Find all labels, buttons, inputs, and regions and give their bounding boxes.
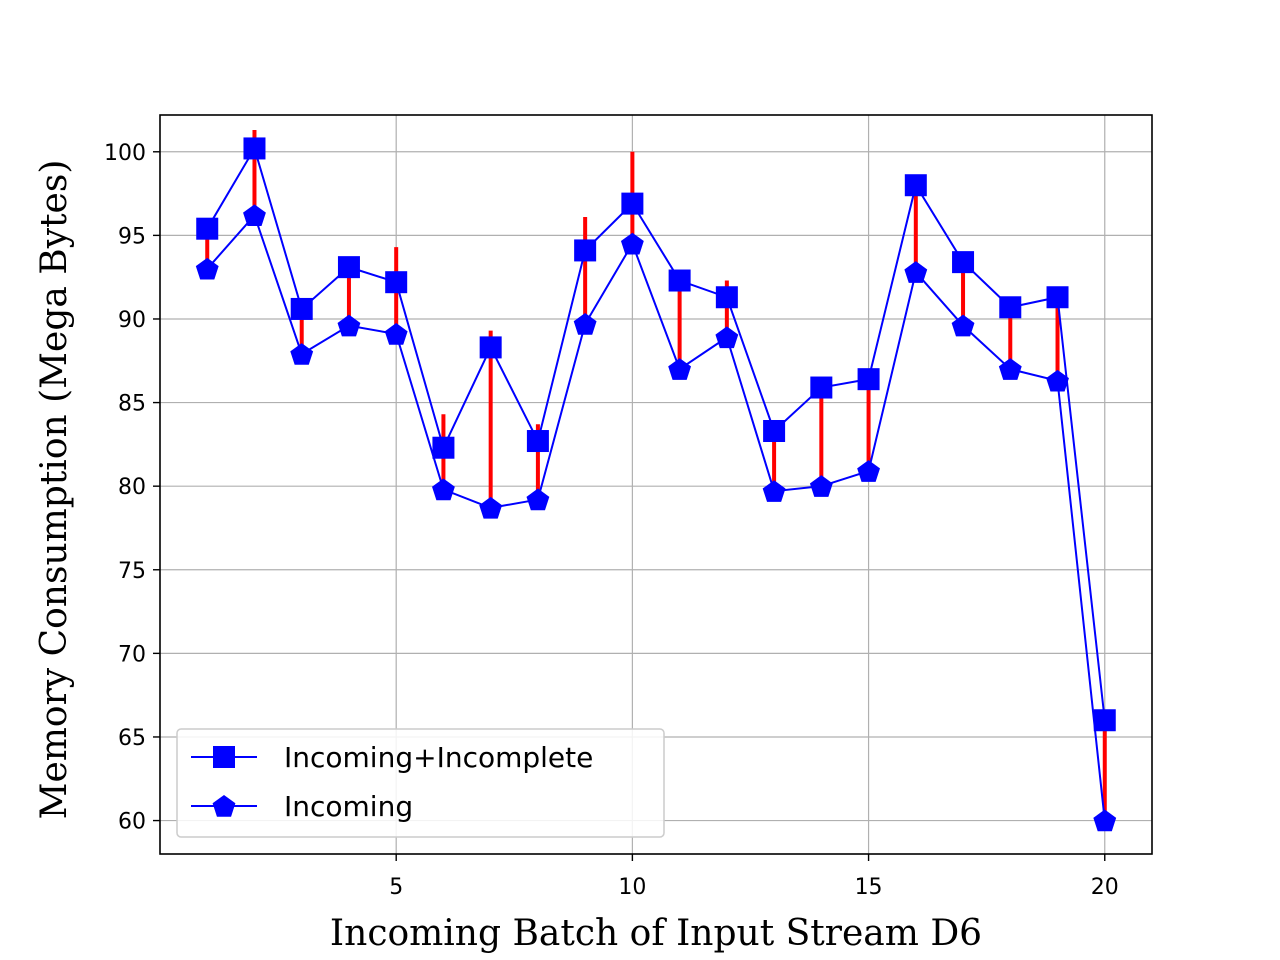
series-2-point [668,358,692,380]
series-2-point [384,323,408,345]
series-1-point [763,419,786,442]
series-markers [195,137,1117,832]
axis-ticks: 5 10 15 20 60 65 70 75 80 85 90 95 100 [104,141,1119,900]
series-1-point [715,286,738,309]
series-2-point [620,232,644,255]
x-tick-label: 20 [1091,875,1119,900]
series-2-point [243,204,266,227]
series-1-point [526,430,549,453]
series-2-point [479,496,503,519]
y-tick-label: 75 [118,559,146,584]
series-1-point [857,368,880,391]
y-tick-label: 85 [118,392,146,417]
series-2-point [857,460,880,482]
series-1-point [810,376,833,399]
series-1-point [243,137,266,160]
x-axis-label: Incoming Batch of Input Stream D6 [330,913,982,954]
series-1-point [574,239,597,262]
series-1-point [952,251,975,274]
y-tick-label: 60 [118,810,146,835]
legend-box [176,728,665,838]
series-2-point [951,314,975,337]
series-2-point [1093,809,1117,832]
series-1-point [668,269,691,292]
series-2-point [762,480,786,502]
series-1-point [479,336,502,359]
series-1-point [337,256,360,279]
series-2-point [1046,369,1069,392]
series-1-point [999,296,1022,319]
legend-marker [213,746,235,768]
series-1-point [1046,286,1069,309]
series-2-point [195,257,219,280]
y-tick-label: 100 [104,141,146,166]
series-1-point [196,217,219,240]
y-tick-label: 80 [118,475,146,500]
series-2-point [432,478,455,501]
series-2-point [904,261,928,283]
series-2-point [526,488,550,511]
series-1-point [385,271,408,294]
series-2-point [337,314,361,337]
y-axis-label: Memory Consumption (Mega Bytes) [34,160,75,820]
series-1-point [1093,709,1116,732]
y-tick-label: 65 [118,726,146,751]
series-2-point [998,358,1022,380]
series-lines [206,145,1106,821]
y-tick-label: 95 [118,224,146,249]
series-2-point [809,475,833,497]
series-1-point [904,174,927,197]
legend: Incoming+Incomplete Incoming [176,728,665,838]
legend-label: Incoming [284,790,413,823]
plot-frame [159,114,1153,855]
series-1-point [432,436,455,459]
series-2-point [573,312,597,335]
x-tick-label: 5 [389,875,403,900]
series-1-point [290,297,313,320]
series-2-point [715,326,739,349]
y-tick-label: 90 [118,308,146,333]
legend-marker [212,795,236,817]
x-tick-label: 15 [855,875,883,900]
legend-label: Incoming+Incomplete [284,741,593,774]
series-line-1 [206,145,1106,721]
x-tick-label: 10 [618,875,646,900]
error-bars [205,130,1107,821]
y-tick-label: 70 [118,642,146,667]
series-1-point [621,192,644,215]
series-2-point [290,343,314,365]
